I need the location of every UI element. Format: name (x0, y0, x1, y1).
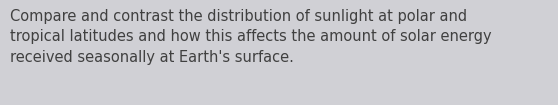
Text: Compare and contrast the distribution of sunlight at polar and
tropical latitude: Compare and contrast the distribution of… (10, 9, 492, 65)
